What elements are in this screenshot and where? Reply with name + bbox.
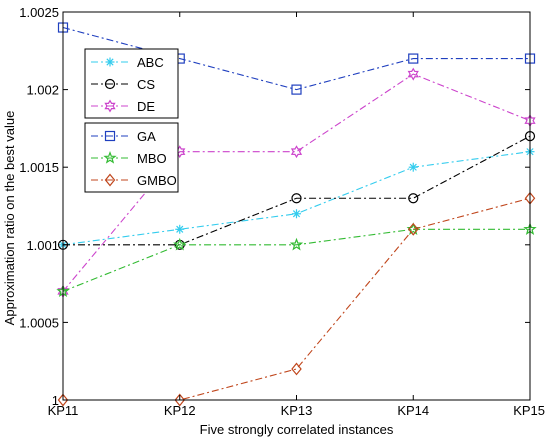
data-point-abc	[292, 209, 301, 219]
legend-label: DE	[137, 99, 155, 114]
legend-entry-gmbo: GMBO	[91, 173, 177, 188]
y-tick-label: 1.002	[26, 83, 59, 98]
data-point-cs	[291, 193, 302, 204]
legend-label: GA	[137, 129, 156, 144]
legend-layer: ABC CS DE GA MBO GMBO	[84, 48, 179, 193]
data-point-de	[407, 67, 419, 81]
series-gmbo	[57, 191, 536, 407]
legend-box: GA MBO GMBO	[84, 122, 179, 193]
y-tick-label: 1.0015	[19, 160, 59, 175]
x-tick-label: KP15	[513, 403, 545, 418]
legend-label: MBO	[137, 151, 167, 166]
data-point-gmbo	[174, 393, 186, 407]
data-point-gmbo	[57, 393, 69, 407]
legend-marker	[104, 78, 116, 90]
series-line	[62, 26, 530, 91]
axis-ticks: KP11 KP12 KP13 KP14 KP15 1 1.0005 1.001 1.0015 1.…	[19, 5, 545, 418]
legend-entry-de: DE	[91, 99, 155, 114]
y-tick-label: 1.0005	[19, 315, 59, 330]
y-tick-label: 1	[52, 393, 59, 408]
series-line	[62, 228, 530, 292]
x-axis-label: Five strongly correlated instances	[200, 422, 394, 437]
legend-entry-cs: CS	[91, 77, 155, 92]
data-point-gmbo	[407, 222, 419, 236]
data-point-ga	[291, 84, 302, 95]
legend-frame	[84, 48, 179, 119]
y-tick-label: 1.001	[26, 238, 59, 253]
data-point-mbo	[173, 237, 187, 251]
x-tick-label: KP12	[164, 403, 196, 418]
data-point-de	[290, 145, 303, 159]
legend-label: GMBO	[137, 173, 177, 188]
legend-label: ABC	[137, 55, 164, 70]
x-tick-label: KP14	[397, 403, 429, 418]
y-tick-label: 1.0025	[19, 5, 59, 20]
legend-marker	[104, 173, 116, 187]
legend-marker	[104, 130, 116, 142]
legend-label: CS	[137, 77, 155, 92]
series-line	[63, 197, 531, 401]
legend-entry-abc: ABC	[91, 55, 164, 70]
data-point-mbo	[289, 237, 304, 251]
data-point-ga	[408, 53, 419, 64]
x-tick-label: KP11	[48, 403, 79, 418]
x-tick-label: KP13	[281, 403, 313, 418]
legend-frame	[84, 122, 179, 193]
legend-marker	[104, 99, 116, 113]
legend-box: ABC CS DE	[84, 48, 179, 119]
legend-marker	[103, 150, 117, 164]
data-point-abc	[408, 162, 418, 172]
data-point-cs	[408, 193, 419, 204]
series-mbo	[56, 222, 537, 298]
series-line	[63, 135, 531, 246]
series-line	[62, 73, 531, 292]
legend-entry-ga: GA	[91, 129, 156, 144]
legend-entry-mbo: MBO	[91, 150, 167, 166]
data-point-gmbo	[291, 362, 302, 376]
data-point-abc	[175, 224, 185, 234]
y-axis-label: Approximation ratio on the best value	[2, 111, 17, 326]
legend-marker	[105, 57, 115, 67]
